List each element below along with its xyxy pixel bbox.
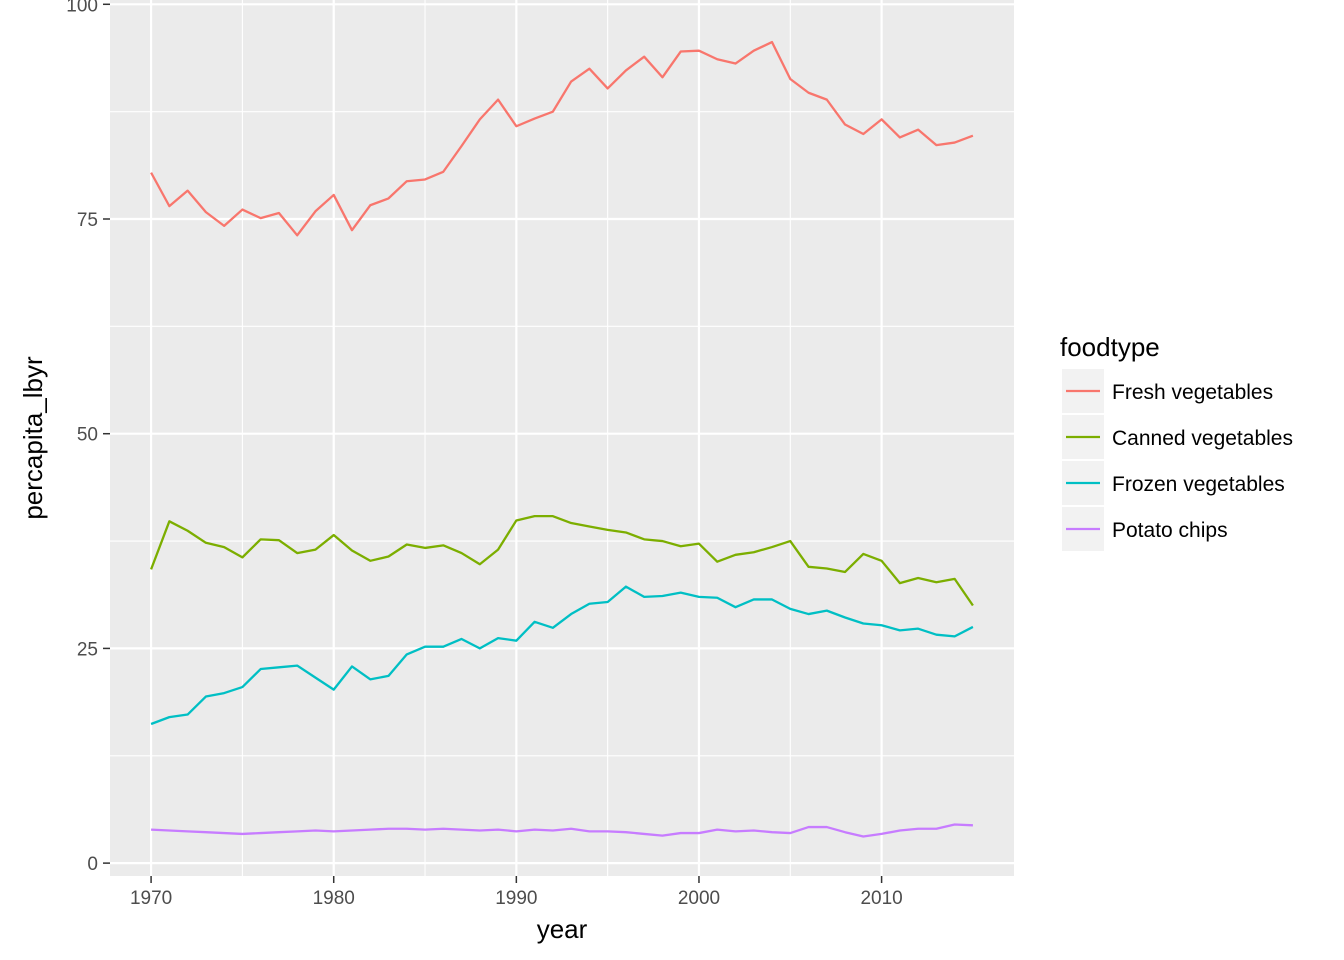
x-tick-label: 1980	[313, 888, 355, 909]
legend-item: Fresh vegetables	[1062, 369, 1273, 413]
series-line	[151, 823, 973, 838]
y-tick-label: 75	[77, 210, 98, 231]
x-axis-tick-labels: 1970 1980 1990 2000 2010	[130, 888, 903, 909]
legend-item: Potato chips	[1062, 507, 1228, 551]
y-tick-label: 100	[66, 0, 98, 16]
x-axis-title: year	[537, 914, 588, 944]
major-gridlines	[110, 0, 1014, 876]
legend-item: Canned vegetables	[1062, 415, 1293, 459]
series-line	[150, 40, 974, 237]
x-tick-label: 1990	[495, 888, 537, 909]
y-tick-label: 50	[77, 425, 98, 446]
legend: foodtype Fresh vegetables Canned vegetabl…	[1060, 332, 1293, 551]
y-axis-title: percapita_lbyr	[18, 356, 48, 520]
y-tick-label: 25	[77, 639, 98, 660]
legend-label: Frozen vegetables	[1112, 473, 1285, 496]
legend-label: Canned vegetables	[1112, 427, 1293, 450]
x-tick-label: 2000	[678, 888, 720, 909]
axis-ticks	[103, 3, 883, 883]
series-line	[150, 515, 974, 607]
series-lines	[150, 40, 974, 838]
legend-label: Fresh vegetables	[1112, 381, 1273, 404]
y-tick-label: 0	[87, 854, 98, 875]
plot-panel	[110, 0, 1014, 876]
y-axis-tick-labels: 0 25 50 75 100	[66, 0, 98, 875]
legend-label: Potato chips	[1112, 519, 1228, 542]
x-tick-label: 2010	[860, 888, 902, 909]
minor-gridlines	[110, 0, 1014, 876]
legend-items: Fresh vegetables Canned vegetables Frozen …	[1062, 369, 1293, 551]
x-tick-label: 1970	[130, 888, 172, 909]
series-line	[150, 585, 974, 726]
legend-title: foodtype	[1060, 332, 1160, 362]
legend-item: Frozen vegetables	[1062, 461, 1285, 505]
